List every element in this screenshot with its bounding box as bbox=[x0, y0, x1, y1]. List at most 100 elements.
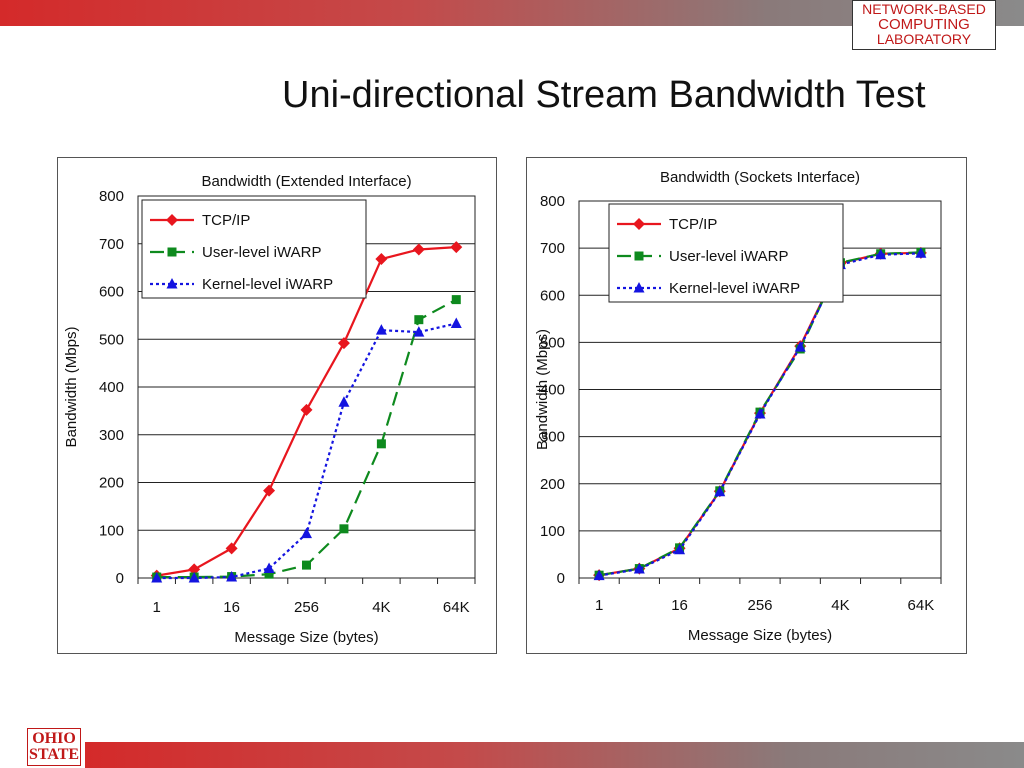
data-point bbox=[188, 572, 200, 583]
legend-label: Kernel-level iWARP bbox=[669, 280, 800, 297]
chart-extended-svg: Bandwidth (Extended Interface) 0 100 200 300… bbox=[63, 173, 476, 646]
x-tick-label: 4K bbox=[372, 599, 390, 616]
y-tick-label: 600 bbox=[540, 287, 565, 304]
legend-marker bbox=[166, 214, 178, 226]
legend-marker bbox=[633, 282, 645, 293]
data-point bbox=[593, 569, 605, 581]
y-tick-label: 0 bbox=[557, 570, 565, 587]
x-tick-label: 64K bbox=[908, 597, 935, 614]
nbcl-logo: NETWORK-BASED COMPUTING LABORATORY bbox=[852, 0, 996, 50]
legend-marker bbox=[633, 218, 645, 230]
series-user-level-iwarp bbox=[152, 295, 461, 582]
osu-logo-line-2: STATE bbox=[28, 746, 80, 763]
y-tick-label: 500 bbox=[540, 334, 565, 351]
data-point bbox=[301, 527, 312, 539]
data-point bbox=[451, 295, 461, 305]
y-tick-label: 800 bbox=[540, 193, 565, 210]
x-axis-label: Message Size (bytes) bbox=[234, 629, 378, 646]
data-point bbox=[754, 408, 766, 419]
data-point bbox=[338, 396, 350, 407]
legend-marker bbox=[634, 251, 644, 261]
x-tick-label: 16 bbox=[223, 599, 240, 616]
data-point bbox=[151, 572, 163, 583]
data-point bbox=[225, 542, 238, 555]
x-tick-label: 256 bbox=[294, 599, 319, 616]
chart-sockets-interface: Bandwidth (Sockets Interface) 0 100 200 300 4… bbox=[526, 157, 967, 654]
plot-area bbox=[578, 200, 942, 579]
data-point bbox=[375, 253, 388, 266]
legend-label: User-level iWARP bbox=[202, 244, 321, 261]
y-axis-label: Bandwidth (Mbps) bbox=[534, 329, 551, 450]
legend: TCP/IP User-level iWARP Kernel-level iWARP bbox=[608, 203, 844, 303]
y-tick-label: 700 bbox=[540, 240, 565, 257]
data-point bbox=[794, 341, 806, 352]
x-tick-label: 1 bbox=[153, 599, 161, 616]
series-line bbox=[598, 252, 921, 577]
data-point bbox=[337, 337, 350, 350]
y-tick-label: 100 bbox=[99, 522, 124, 539]
osu-logo-line-1: OHIO bbox=[32, 730, 76, 747]
data-point bbox=[450, 241, 463, 254]
x-tick-label: 1 bbox=[595, 597, 603, 614]
y-tick-label: 400 bbox=[540, 382, 565, 399]
y-tick-label: 200 bbox=[540, 476, 565, 493]
lab-logo-line-1: NETWORK-BASED bbox=[862, 1, 986, 17]
legend-box bbox=[608, 203, 844, 303]
lab-logo-line-2: COMPUTING bbox=[878, 16, 970, 33]
chart-sockets-svg: Bandwidth (Sockets Interface) 0 100 200 300 4… bbox=[534, 169, 942, 644]
slide-title: Uni-directional Stream Bandwidth Test bbox=[282, 74, 926, 116]
legend-box bbox=[141, 199, 367, 299]
y-tick-label: 300 bbox=[99, 427, 124, 444]
data-point bbox=[633, 563, 645, 574]
data-point bbox=[714, 485, 726, 497]
data-point bbox=[875, 248, 887, 260]
y-tick-label: 500 bbox=[99, 331, 124, 348]
chart-extended-interface: Bandwidth (Extended Interface) 0 100 200 300… bbox=[57, 157, 497, 654]
data-point bbox=[302, 560, 311, 570]
data-point bbox=[263, 484, 276, 497]
y-axis-label: Bandwidth (Mbps) bbox=[63, 327, 80, 448]
plot-area bbox=[137, 195, 476, 579]
x-tick-label: 4K bbox=[831, 597, 849, 614]
data-point bbox=[413, 326, 425, 337]
data-point bbox=[414, 315, 424, 325]
footer-band bbox=[85, 742, 1024, 768]
y-tick-label: 700 bbox=[99, 236, 124, 253]
chart-title: Bandwidth (Sockets Interface) bbox=[660, 169, 860, 186]
data-point bbox=[375, 324, 387, 335]
legend-label: TCP/IP bbox=[202, 212, 250, 229]
y-tick-label: 400 bbox=[99, 379, 124, 396]
data-point bbox=[915, 247, 927, 258]
data-point bbox=[263, 562, 275, 573]
data-point bbox=[674, 543, 686, 555]
data-point bbox=[300, 403, 313, 416]
y-tick-label: 300 bbox=[540, 429, 565, 446]
y-tick-label: 0 bbox=[116, 570, 124, 587]
chart-title: Bandwidth (Extended Interface) bbox=[201, 173, 411, 190]
y-tick-label: 800 bbox=[99, 188, 124, 205]
legend-label: TCP/IP bbox=[669, 216, 717, 233]
data-point bbox=[339, 524, 349, 534]
x-tick-label: 64K bbox=[443, 599, 470, 616]
legend-label: Kernel-level iWARP bbox=[202, 276, 333, 293]
data-point bbox=[226, 571, 238, 582]
data-point bbox=[412, 243, 425, 256]
lab-logo-line-3: LABORATORY bbox=[876, 31, 972, 47]
y-tick-label: 100 bbox=[540, 523, 565, 540]
ohio-state-logo: OHIO STATE bbox=[27, 728, 81, 766]
x-tick-label: 256 bbox=[747, 597, 772, 614]
x-tick-label: 16 bbox=[671, 597, 688, 614]
series-kernel-level-iwarp bbox=[151, 317, 462, 583]
legend: TCP/IP User-level iWARP Kernel-level iWARP bbox=[141, 199, 367, 299]
y-tick-label: 200 bbox=[99, 475, 124, 492]
y-tick-label: 600 bbox=[99, 284, 124, 301]
data-point bbox=[264, 569, 274, 579]
legend-label: User-level iWARP bbox=[669, 248, 788, 265]
data-point bbox=[188, 563, 201, 576]
data-point bbox=[450, 317, 462, 328]
series-kernel-level-iwarp bbox=[593, 247, 927, 581]
x-axis-label: Message Size (bytes) bbox=[688, 627, 832, 644]
legend-marker bbox=[166, 278, 178, 289]
legend-marker bbox=[167, 247, 177, 257]
data-point bbox=[376, 439, 386, 449]
